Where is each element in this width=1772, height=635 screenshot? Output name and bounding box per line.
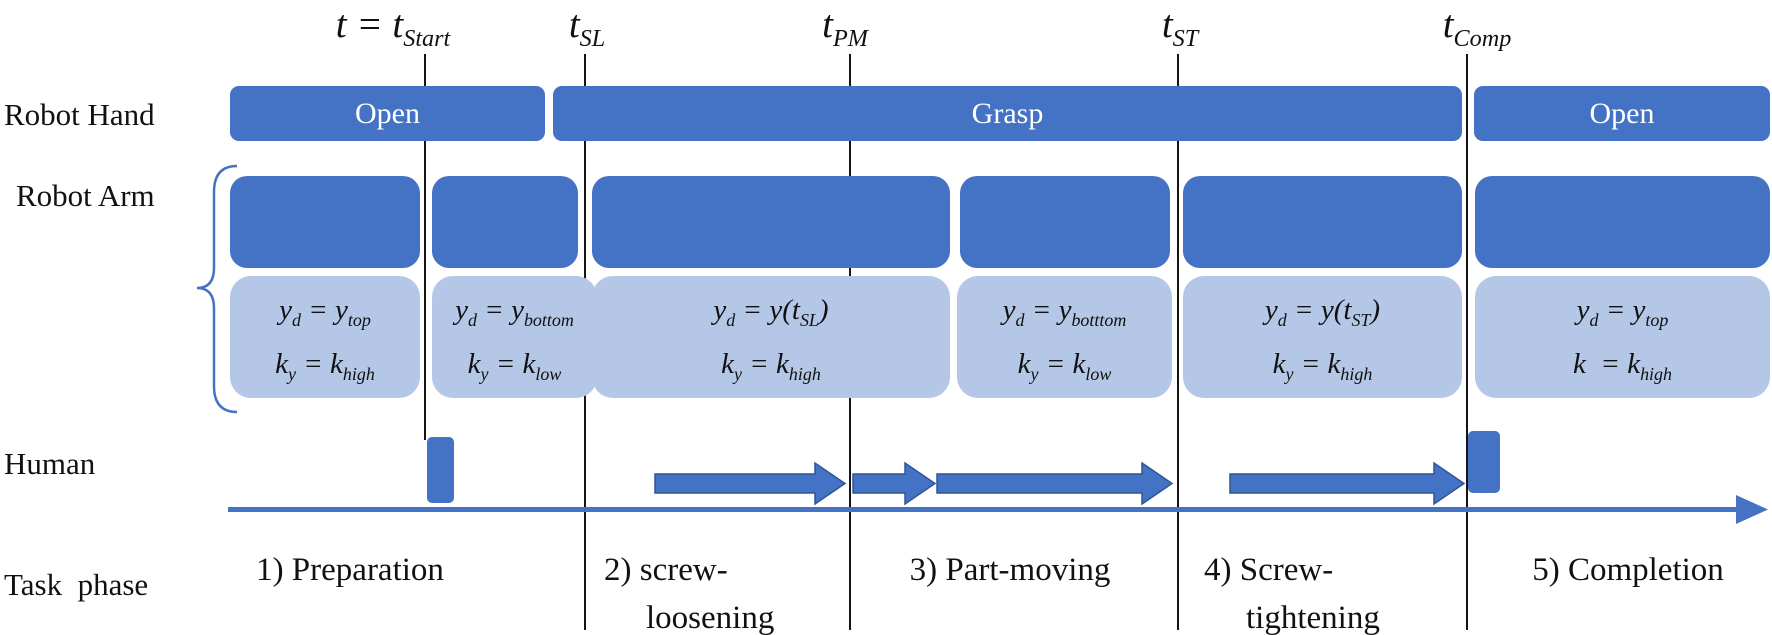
time-label-t-st: tST [1161,3,1199,52]
arm-bar-2 [432,176,578,268]
gain-box-6: yd = ytop k = khigh [1475,276,1770,398]
gain-box-2: yd = ybottom ky = klow [432,276,597,398]
equation-line: yd = ytop [279,294,371,330]
phase-label-completion: 5) Completion [1532,552,1724,588]
human-arrow-2 [852,461,937,506]
vline-t-start [424,54,426,440]
vline-t-comp [1466,54,1468,630]
gain-box-3: yd = y(tSL) ky = khigh [592,276,950,398]
arm-bar-5 [1183,176,1462,268]
hand-bar-open-1: Open [230,86,545,141]
vline-t-st [1177,54,1179,630]
phase-label-screw-tightening-2: tightening [1246,600,1380,635]
arm-bar-6 [1475,176,1770,268]
human-action-rect-2 [1468,431,1500,493]
gain-box-4: yd = ybotttom ky = klow [957,276,1172,398]
phase-label-screw-loosening-1: 2) screw- [604,552,728,588]
equation-line: ky = klow [1017,348,1112,384]
time-label-t-start: t = tStart [335,3,451,52]
equation-line: yd = y(tSL) [713,294,829,330]
human-arrow-3 [936,461,1174,506]
human-arrow-4 [1229,461,1466,506]
row-label-human: Human [4,446,96,481]
timeline-arrowhead-icon [1736,495,1768,524]
equation-line: ky = khigh [721,348,821,384]
hand-bar-grasp: Grasp [553,86,1462,141]
row-label-task-phase: Task phase [4,567,149,602]
hand-state-label: Grasp [971,96,1044,130]
equation-line: k = khigh [1572,348,1673,384]
time-label-t-pm: tPM [822,3,868,52]
equation-line: yd = ytop [1576,294,1669,330]
timeline-axis [228,507,1738,512]
arm-bar-4 [960,176,1170,268]
human-action-rect-1 [427,437,454,503]
hand-state-label: Open [355,96,420,130]
gain-box-1: yd = ytop ky = khigh [230,276,420,398]
equation-line: yd = y(tST) [1264,294,1381,330]
phase-label-part-moving: 3) Part-moving [909,552,1111,588]
arm-bar-1 [230,176,420,268]
time-label-t-sl: tSL [568,3,606,52]
hand-state-label: Open [1589,96,1655,130]
hand-bar-open-2: Open [1474,86,1770,141]
equation-line: ky = klow [467,348,562,384]
equation-line: ky = khigh [1272,348,1373,384]
row-label-robot-arm: Robot Arm [16,178,155,213]
gain-box-5: yd = y(tST) ky = khigh [1183,276,1462,398]
equation-line: yd = ybottom [455,294,574,330]
arm-bar-3 [592,176,950,268]
phase-label-screw-loosening-2: loosening [646,600,775,635]
phase-label-screw-tightening-1: 4) Screw- [1204,552,1334,588]
equation-line: yd = ybotttom [1002,294,1127,330]
equation-line: ky = khigh [275,348,375,384]
row-label-robot-hand: Robot Hand [4,97,155,132]
human-arrow-1 [654,461,847,506]
phase-label-preparation: 1) Preparation [256,552,444,588]
time-label-t-comp: tComp [1442,3,1512,52]
